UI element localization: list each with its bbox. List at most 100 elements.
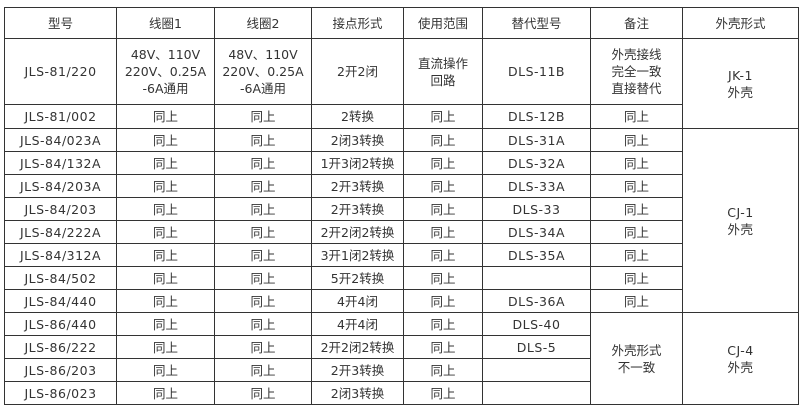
replacement-model-cell: DLS-5	[482, 335, 591, 359]
coil2-cell: 同上	[214, 128, 312, 152]
model-cell: JLS-84/132A	[4, 151, 117, 175]
replacement-model-cell: DLS-31A	[482, 128, 591, 152]
contact-form-cell: 2开2闭2转换	[311, 220, 404, 244]
table-row: JLS-84/023A 同上 同上 2闭3转换 同上 DLS-31A 同上 CJ-1 外壳	[4, 128, 799, 313]
remark-cell: 外壳接线 完全一致 直接替代	[590, 38, 683, 105]
coil1-cell: 同上	[116, 128, 215, 152]
table-row: JLS-86/203 同上 同上 2开3转换 同上	[4, 358, 799, 382]
coil1-cell: 同上	[116, 243, 215, 267]
table-row: JLS-86/440 同上 同上 4开4闭 同上 DLS-40 外壳形式 不一致 CJ-4 外…	[4, 312, 799, 405]
coil1-cell: 同上	[116, 381, 215, 405]
contact-form-cell: 3开1闭2转换	[311, 243, 404, 267]
model-cell: JLS-81/220	[4, 38, 117, 105]
relay-replacement-table: 型号 线圈1 线圈2 接点形式 使用范围 替代型号 备注 外壳形式 JLS-81…	[4, 7, 799, 405]
table-row: JLS-84/203A 同上 同上 2开3转换 同上 DLS-33A 同上	[4, 174, 799, 198]
coil1-cell: 同上	[116, 289, 215, 313]
coil1-cell: 同上	[116, 312, 215, 336]
table-row: JLS-84/132A 同上 同上 1开3闭2转换 同上 DLS-32A 同上	[4, 151, 799, 175]
coil1-cell: 同上	[116, 151, 215, 175]
table-row: JLS-81/220 48V、110V 220V、0.25A -6A通用 48V、1…	[4, 38, 799, 129]
model-cell: JLS-84/203	[4, 197, 117, 221]
contact-form-cell: 2开3转换	[311, 197, 404, 221]
scope-cell: 同上	[403, 104, 483, 129]
replacement-model-cell: DLS-11B	[482, 38, 591, 105]
replacement-model-cell: DLS-33	[482, 197, 591, 221]
housing-cell: JK-1 外壳	[682, 38, 799, 129]
coil1-cell: 同上	[116, 335, 215, 359]
model-cell: JLS-86/203	[4, 358, 117, 382]
contact-form-cell: 2闭3转换	[311, 381, 404, 405]
replacement-model-cell: DLS-36A	[482, 289, 591, 313]
scope-cell: 同上	[403, 220, 483, 244]
remark-cell: 同上	[590, 104, 683, 129]
scope-cell: 同上	[403, 197, 483, 221]
remark-cell: 同上	[590, 197, 683, 221]
remark-cell: 同上	[590, 128, 683, 152]
scope-cell: 同上	[403, 381, 483, 405]
table-row: JLS-81/002 同上 同上 2转换 同上 DLS-12B 同上	[4, 104, 799, 129]
model-cell: JLS-84/440	[4, 289, 117, 313]
replacement-model-cell: DLS-40	[482, 312, 591, 336]
header-row: 型号 线圈1 线圈2 接点形式 使用范围 替代型号 备注 外壳形式	[4, 7, 799, 39]
coil2-cell: 同上	[214, 381, 312, 405]
table-row: JLS-84/440 同上 同上 4开4闭 同上 DLS-36A 同上	[4, 289, 799, 313]
remark-cell: 同上	[590, 220, 683, 244]
model-cell: JLS-84/222A	[4, 220, 117, 244]
coil2-cell: 同上	[214, 197, 312, 221]
header-replacement-model: 替代型号	[482, 7, 591, 39]
model-cell: JLS-86/222	[4, 335, 117, 359]
contact-form-cell: 2转换	[311, 104, 404, 129]
model-cell: JLS-84/203A	[4, 174, 117, 198]
housing-cell: CJ-4 外壳	[682, 312, 799, 405]
coil2-cell: 同上	[214, 266, 312, 290]
coil2-cell: 48V、110V 220V、0.25A -6A通用	[214, 38, 312, 105]
remark-cell: 同上	[590, 289, 683, 313]
contact-form-cell: 5开2转换	[311, 266, 404, 290]
table-row: JLS-84/203 同上 同上 2开3转换 同上 DLS-33 同上	[4, 197, 799, 221]
scope-cell: 同上	[403, 266, 483, 290]
model-cell: JLS-86/440	[4, 312, 117, 336]
remark-cell: 同上	[590, 243, 683, 267]
scope-cell: 同上	[403, 128, 483, 152]
coil1-cell: 同上	[116, 266, 215, 290]
coil1-cell: 同上	[116, 174, 215, 198]
scope-cell: 同上	[403, 358, 483, 382]
coil2-cell: 同上	[214, 335, 312, 359]
coil2-cell: 同上	[214, 220, 312, 244]
replacement-model-cell: DLS-34A	[482, 220, 591, 244]
replacement-model-cell	[482, 381, 591, 405]
header-remark: 备注	[590, 7, 683, 39]
contact-form-cell: 4开4闭	[311, 312, 404, 336]
coil1-cell: 48V、110V 220V、0.25A -6A通用	[116, 38, 215, 105]
coil1-cell: 同上	[116, 358, 215, 382]
coil2-cell: 同上	[214, 289, 312, 313]
table-row: JLS-86/222 同上 同上 2开2闭2转换 同上 DLS-5	[4, 335, 799, 359]
model-cell: JLS-86/023	[4, 381, 117, 405]
scope-cell: 同上	[403, 151, 483, 175]
coil2-cell: 同上	[214, 312, 312, 336]
contact-form-cell: 2闭3转换	[311, 128, 404, 152]
coil1-cell: 同上	[116, 220, 215, 244]
contact-form-cell: 2开2闭2转换	[311, 335, 404, 359]
replacement-model-cell: DLS-32A	[482, 151, 591, 175]
coil1-cell: 同上	[116, 197, 215, 221]
coil2-cell: 同上	[214, 174, 312, 198]
replacement-model-cell: DLS-33A	[482, 174, 591, 198]
table-row: JLS-86/023 同上 同上 2闭3转换 同上	[4, 381, 799, 405]
coil2-cell: 同上	[214, 358, 312, 382]
housing-cell: CJ-1 外壳	[682, 128, 799, 313]
replacement-model-cell	[482, 358, 591, 382]
table-row: JLS-84/502 同上 同上 5开2转换 同上 同上	[4, 266, 799, 290]
table-row: JLS-84/222A 同上 同上 2开2闭2转换 同上 DLS-34A 同上	[4, 220, 799, 244]
replacement-model-cell	[482, 266, 591, 290]
coil2-cell: 同上	[214, 104, 312, 129]
contact-form-cell: 2开3转换	[311, 358, 404, 382]
remark-cell: 同上	[590, 151, 683, 175]
header-scope: 使用范围	[403, 7, 483, 39]
model-cell: JLS-81/002	[4, 104, 117, 129]
remark-merged-cell: 外壳形式 不一致	[590, 312, 683, 405]
coil1-cell: 同上	[116, 104, 215, 129]
replacement-model-cell: DLS-12B	[482, 104, 591, 129]
header-contact-form: 接点形式	[311, 7, 404, 39]
model-cell: JLS-84/502	[4, 266, 117, 290]
